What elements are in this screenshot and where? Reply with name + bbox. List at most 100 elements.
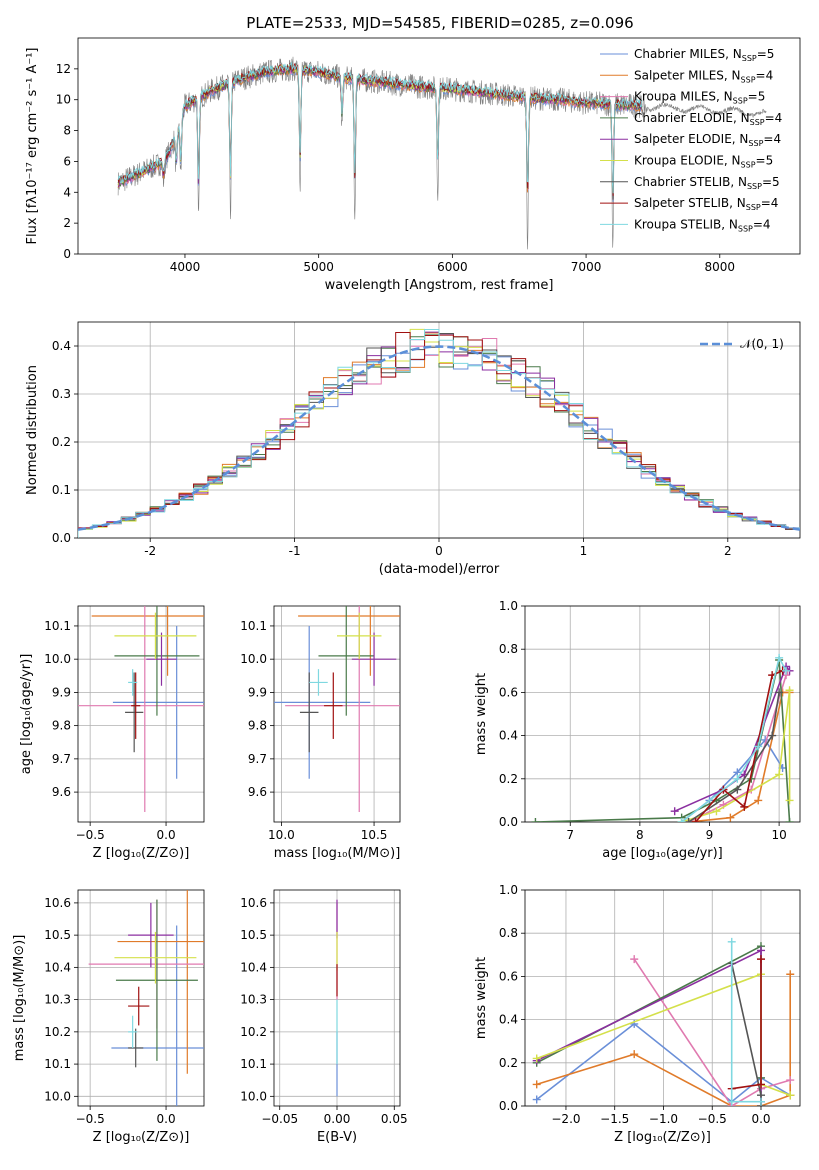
y-tick-label: 6 [63,154,71,168]
plus-marker [782,666,791,675]
y-tick-label: 10.5 [44,928,71,942]
y-tick-label: 9.6 [248,785,267,799]
x-tick-label: 8 [636,828,644,842]
y-tick-label: 2 [63,216,71,230]
x-tick-label: 0.0 [751,1112,770,1126]
plus-marker [727,937,736,946]
x-axis-label: (data-model)/error [379,562,500,577]
x-tick-label: 0.05 [381,1112,408,1126]
mass-weight-line [536,949,762,1102]
plus-marker [756,1080,765,1089]
mass-weight-line [681,690,791,822]
normal-legend-label: 𝒩(0, 1) [740,337,784,351]
plus-marker [785,818,794,822]
x-tick-label: 0.0 [157,1112,176,1126]
legend-label: Chabrier MILES, NSSP=5 [634,47,774,63]
x-tick-label: −0.5 [76,828,105,842]
x-tick-label: -2 [144,544,156,558]
plus-marker [785,796,794,805]
y-tick-label: 0.2 [52,435,71,449]
mass_vs_ebv-frame [273,889,401,1107]
x-tick-label: 10 [771,828,786,842]
plus-marker [786,970,795,979]
x-tick-label: −0.5 [698,1112,727,1126]
plus-marker [740,802,749,811]
y-axis-label: mass weight [474,957,489,1039]
model-spectrum-line [117,61,643,194]
x-axis-label: Z [log₁₀(Z/Z⊙)] [93,846,190,861]
x-tick-label: 0 [435,544,443,558]
x-tick-label: 1 [580,544,588,558]
y-tick-label: 10.0 [240,1089,267,1103]
y-tick-label: 0.8 [499,926,518,940]
x-axis-label: Z [log₁₀(Z/Z⊙)] [93,1130,190,1145]
x-tick-label: 9 [706,828,714,842]
x-tick-label: −1.5 [600,1112,629,1126]
x-axis-label: E(B-V) [317,1130,357,1145]
y-tick-label: 10.2 [240,1025,267,1039]
y-tick-label: 10.1 [240,1057,267,1071]
histogram-steps [78,328,800,538]
massweight_vs_Z-axes: −2.0 −1.5 −1.0 −0.5 0.0 0.0 0.2 0.4 0.6 0.8 1.0 Z [… [474,883,800,1145]
x-tick-label: 7000 [571,260,602,274]
x-axis-label: mass [log₁₀(M/M⊙)] [274,846,401,861]
plus-marker [756,1097,765,1106]
y-axis-label: mass weight [474,673,489,755]
plus-marker [786,1091,795,1100]
page-title: PLATE=2533, MJD=54585, FIBERID=0285, z=0… [246,14,633,32]
mass-weight-line [535,659,791,822]
plus-marker [733,774,742,783]
y-tick-label: 10.3 [44,993,71,1007]
legend-label: Chabrier STELIB, NSSP=5 [634,175,780,191]
plus-marker [532,1054,541,1063]
y-tick-label: 0.1 [52,483,71,497]
legend-label: Chabrier ELODIE, NSSP=4 [634,111,782,127]
x-tick-label: 10.5 [361,828,388,842]
mass_vs_Z-errorbars [88,890,204,1106]
y-tick-label: 0.4 [499,729,518,743]
mass_vs_ebv-axes: −0.05 0.00 0.05 10.0 10.1 10.2 10.3 10.4 10.5 10.… [240,890,408,1145]
plus-marker [768,731,777,740]
legend-label: Salpeter MILES, NSSP=4 [634,68,773,84]
plus-marker [756,955,765,964]
plus-marker [754,796,763,805]
plus-marker [786,1076,795,1085]
y-tick-label: 0.8 [499,642,518,656]
plus-marker [775,770,784,779]
massweight_vs_age-frame [524,605,801,823]
y-axis-label: Flux [fλ10⁻¹⁷ erg cm⁻² s⁻¹ A⁻¹] [25,48,40,245]
y-tick-label: 4 [63,185,71,199]
spectrum-lines [117,56,767,250]
y-tick-label: 10.1 [44,1057,71,1071]
mass_vs_Z-frame [77,889,205,1107]
y-tick-label: 9.6 [52,785,71,799]
plus-marker [726,813,735,822]
legend-label: Kroupa ELODIE, NSSP=5 [634,154,773,170]
spectrum-frame [77,37,801,255]
plus-marker [670,807,679,816]
y-tick-label: 12 [56,62,71,76]
x-axis-label: Z [log₁₀(Z/Z⊙)] [614,1130,711,1145]
legend-label: Salpeter ELODIE, NSSP=4 [634,132,781,148]
y-tick-label: 10.4 [240,960,267,974]
y-tick-label: 0.3 [52,387,71,401]
y-tick-label: 10.6 [44,896,71,910]
age_vs_Z-errorbars [78,606,204,813]
y-tick-label: 0.6 [499,685,518,699]
y-tick-label: 0.0 [499,1099,518,1113]
y-tick-label: 10 [56,93,71,107]
spectrum-legend: Chabrier MILES, NSSP=5 Salpeter MILES, NS… [600,47,782,233]
legend-label: Salpeter STELIB, NSSP=4 [634,196,778,212]
mass_vs_Z-axes: −0.5 0.0 10.0 10.1 10.2 10.3 10.4 10.5 10.6 Z [lo… [12,890,204,1145]
massweight_vs_Z-frame [524,889,801,1107]
plus-marker [531,818,540,822]
y-tick-label: 10.5 [240,928,267,942]
y-tick-label: 10.3 [240,993,267,1007]
y-tick-label: 9.7 [52,752,71,766]
plus-marker [775,688,784,697]
y-tick-label: 9.8 [52,719,71,733]
y-tick-label: 0.0 [52,531,71,545]
x-tick-label: 0.0 [157,828,176,842]
x-tick-label: −0.5 [76,1112,105,1126]
